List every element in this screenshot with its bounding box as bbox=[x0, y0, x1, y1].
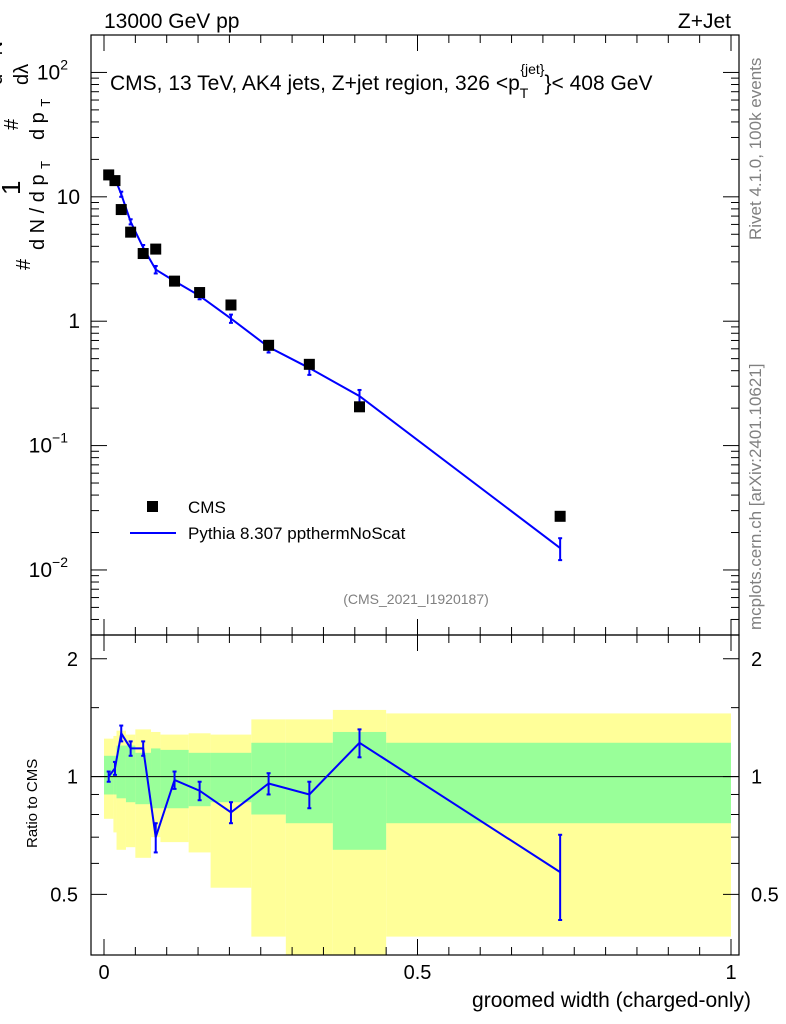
green-band-bin bbox=[151, 748, 161, 809]
green-band-bin bbox=[188, 752, 211, 807]
uncertainty-bands bbox=[104, 709, 731, 955]
title-main: CMS, 13 TeV, AK4 jets, Z+jet region, 326… bbox=[110, 72, 520, 95]
cms-data-point bbox=[103, 169, 115, 181]
y-tick-label: 102 bbox=[37, 56, 68, 84]
ratio-y-tick-label: 0.5 bbox=[50, 884, 78, 906]
ratio-panel-frame bbox=[90, 634, 740, 956]
green-band-bin bbox=[210, 752, 252, 803]
title-tail: }< 408 GeV bbox=[544, 72, 652, 95]
green-band-bin bbox=[386, 742, 731, 824]
ratio-y-tick-label: 1 bbox=[67, 767, 78, 789]
cms-data-point bbox=[354, 401, 366, 413]
green-band-bin bbox=[125, 745, 136, 803]
green-band-bin bbox=[116, 745, 126, 799]
cms-series bbox=[103, 169, 566, 522]
cms-data-point bbox=[554, 510, 566, 522]
title-sup: {jet} bbox=[520, 61, 544, 77]
y-label-t2: T bbox=[38, 99, 53, 107]
chart-title: CMS, 13 TeV, AK4 jets, Z+jet region, 326… bbox=[110, 61, 652, 101]
ratio-y-label: Ratio to CMS bbox=[24, 759, 41, 848]
x-axis-label: groomed width (charged-only) bbox=[472, 989, 751, 1012]
cms-data-point bbox=[169, 275, 181, 287]
x-tick-label: 1 bbox=[725, 962, 736, 984]
cms-data-point bbox=[137, 248, 149, 260]
cms-data-point bbox=[109, 175, 121, 187]
top-panel-frame bbox=[90, 34, 740, 636]
cms-data-point bbox=[194, 287, 206, 299]
x-tick-label: 0.5 bbox=[404, 962, 432, 984]
y-label-text: # 1 d N / d p T # d p T d 2 N dλ bbox=[0, 36, 55, 271]
y-label-d: d bbox=[0, 74, 7, 85]
cms-data-point bbox=[125, 226, 137, 238]
y-label-one: 1 bbox=[0, 181, 26, 195]
axis-ticks: 10−2 10−1 1 10 102 0 0.5 1 0.5 0.5 1 1 2 2 bbox=[29, 34, 779, 984]
y-label-t1: T bbox=[38, 161, 53, 169]
y-label-dp: d p bbox=[27, 112, 49, 140]
cms-data-point bbox=[150, 243, 162, 255]
y-label-dlambda: dλ bbox=[11, 64, 33, 85]
legend: CMS Pythia 8.307 ppthermNoScat bbox=[130, 498, 406, 543]
y-tick-label: 10−1 bbox=[29, 430, 69, 458]
legend-label-cms: CMS bbox=[188, 498, 226, 517]
y-label-dn: d N / d p bbox=[27, 174, 49, 250]
y-tick-label: 10−2 bbox=[29, 554, 69, 582]
header-right: Z+Jet bbox=[678, 10, 731, 33]
legend-marker-cms bbox=[147, 501, 158, 512]
header-left: 13000 GeV pp bbox=[104, 10, 239, 33]
title-sub: T bbox=[520, 85, 529, 101]
y-label-hash1: # bbox=[13, 258, 35, 270]
green-band-bin bbox=[135, 752, 152, 805]
mc-line bbox=[108, 174, 561, 549]
cms-data-point bbox=[225, 299, 237, 311]
y-tick-label: 10 bbox=[57, 186, 80, 209]
legend-label-mc: Pythia 8.307 ppthermNoScat bbox=[188, 524, 406, 543]
ratio-y-tick-label: 2 bbox=[67, 649, 78, 671]
y-tick-label: 1 bbox=[68, 310, 80, 333]
analysis-tag: (CMS_2021_I1920187) bbox=[343, 591, 489, 607]
ratio-series bbox=[106, 724, 563, 922]
y-axis-label: # 1 d N / d p T # d p T d 2 N dλ bbox=[0, 36, 55, 271]
y-label-n: N bbox=[0, 41, 7, 55]
ratio-y-tick-label-right: 2 bbox=[751, 649, 762, 671]
y-label-hash2: # bbox=[1, 118, 23, 130]
x-tick-label: 0 bbox=[98, 962, 109, 984]
rivet-label: Rivet 4.1.0, 100k events bbox=[746, 58, 765, 240]
cms-data-point bbox=[263, 339, 275, 351]
mc-series bbox=[106, 172, 563, 562]
site-label: mcplots.cern.ch [arXiv:2401.10621] bbox=[746, 364, 765, 630]
cms-data-point bbox=[303, 358, 315, 370]
ratio-y-tick-label-right: 0.5 bbox=[751, 884, 779, 906]
cms-data-point bbox=[115, 204, 127, 216]
ratio-y-tick-label-right: 1 bbox=[751, 767, 762, 789]
